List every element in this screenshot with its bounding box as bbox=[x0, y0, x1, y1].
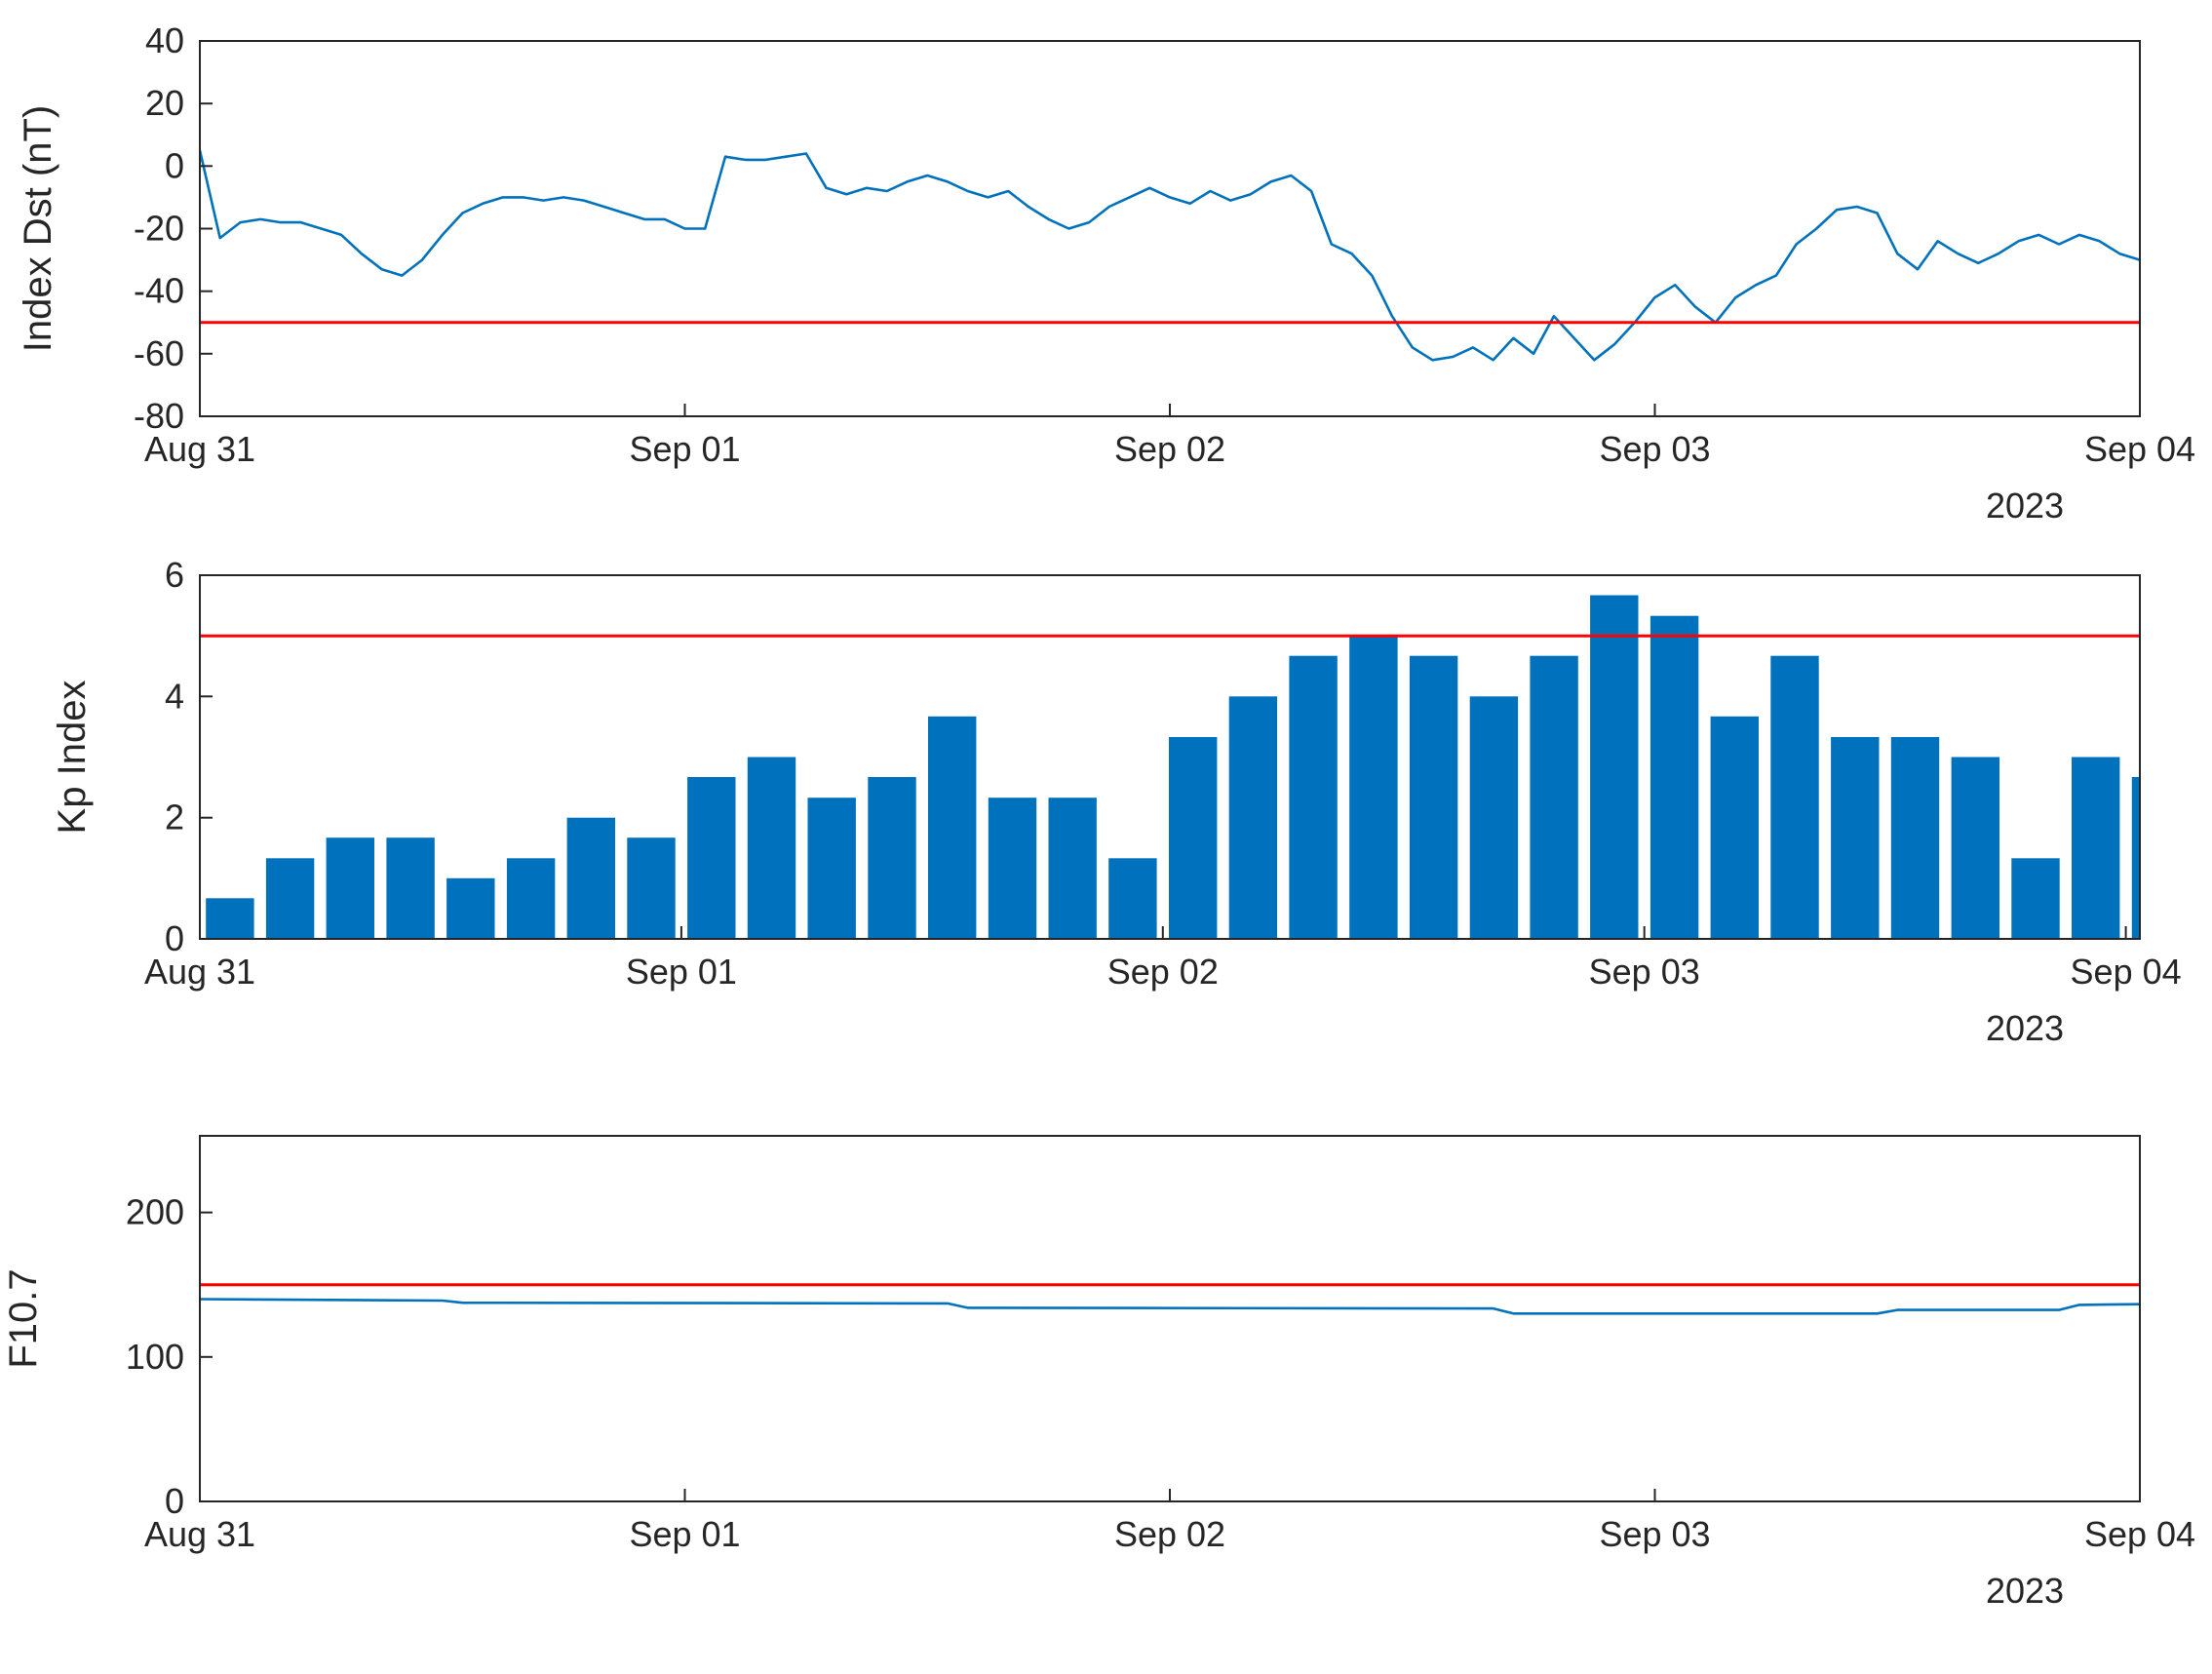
kp-bar bbox=[1831, 737, 1880, 939]
kp-bar bbox=[868, 777, 916, 939]
kp-bar bbox=[206, 898, 254, 939]
y-tick-label: 2 bbox=[165, 798, 184, 837]
y-tick-label: 4 bbox=[165, 676, 184, 716]
x-tick-label: Sep 02 bbox=[1114, 429, 1225, 469]
x-tick-label: Aug 31 bbox=[144, 952, 255, 992]
x-tick-label: Sep 01 bbox=[626, 952, 737, 992]
x-tick-label: Sep 01 bbox=[629, 429, 740, 469]
kp-index-ylabel: Kp Index bbox=[51, 681, 94, 835]
y-tick-label: 100 bbox=[126, 1337, 184, 1377]
kp-bar bbox=[265, 858, 315, 939]
y-tick-label: -20 bbox=[134, 209, 184, 249]
y-tick-label: 0 bbox=[165, 918, 184, 958]
x-tick-label: Sep 02 bbox=[1107, 952, 1219, 992]
kp-bar bbox=[1649, 615, 1699, 939]
y-tick-label: 200 bbox=[126, 1192, 184, 1232]
y-tick-label: -60 bbox=[134, 333, 184, 373]
x-tick-label: Sep 04 bbox=[2071, 952, 2182, 992]
x-axis-year-label: 2023 bbox=[1986, 486, 2064, 526]
kp-bar bbox=[1228, 696, 1278, 939]
kp-bar bbox=[1409, 655, 1458, 939]
kp-bar bbox=[2011, 858, 2060, 939]
kp-bar bbox=[1710, 716, 1759, 939]
x-axis-year-label: 2023 bbox=[1986, 1008, 2064, 1048]
kp-bar bbox=[1108, 858, 1157, 939]
kp-bar bbox=[2131, 777, 2140, 939]
kp-bar bbox=[2072, 757, 2120, 939]
axes-box bbox=[199, 1135, 2141, 1502]
y-tick-label: -40 bbox=[134, 271, 184, 311]
x-tick-label: Aug 31 bbox=[144, 429, 255, 469]
x-tick-label: Sep 01 bbox=[629, 1514, 740, 1554]
kp-bar bbox=[1890, 737, 1940, 939]
kp-bar bbox=[627, 837, 676, 939]
f107-ylabel: F10.7 bbox=[2, 1268, 45, 1368]
kp-bar bbox=[1770, 655, 1819, 939]
kp-index-bars bbox=[206, 595, 2140, 939]
kp-bar bbox=[506, 858, 556, 939]
axes-box bbox=[199, 40, 2141, 417]
dst-index-subplot: -80 -60 -40 -20 0 20 40 Aug 31 Sep 01 Sep 02 Sep 0… bbox=[17, 20, 2195, 526]
x-tick-label: Sep 04 bbox=[2084, 1514, 2195, 1554]
kp-bar bbox=[687, 777, 736, 939]
kp-bar bbox=[446, 877, 495, 939]
y-tick-label: -80 bbox=[134, 396, 184, 436]
y-tick-label: 0 bbox=[165, 1481, 184, 1521]
kp-bar bbox=[988, 798, 1037, 939]
x-tick-label: Sep 04 bbox=[2084, 429, 2195, 469]
f107-subplot: 0 100 200 Aug 31 Sep 01 Sep 02 Sep 03 Sep 04 202… bbox=[2, 1135, 2195, 1611]
kp-bar bbox=[1349, 636, 1398, 939]
y-tick-label: 20 bbox=[145, 83, 184, 123]
x-tick-label: Aug 31 bbox=[144, 1514, 255, 1554]
x-tick-label: Sep 03 bbox=[1589, 952, 1700, 992]
kp-bar bbox=[928, 716, 977, 939]
x-tick-label: Sep 02 bbox=[1114, 1514, 1225, 1554]
x-tick-label: Sep 03 bbox=[1599, 1514, 1710, 1554]
kp-bar bbox=[1951, 757, 1999, 939]
kp-bar bbox=[1590, 595, 1639, 939]
kp-bar bbox=[566, 817, 615, 939]
x-tick-label: Sep 03 bbox=[1599, 429, 1710, 469]
kp-bar bbox=[326, 837, 374, 939]
y-tick-label: 40 bbox=[145, 20, 184, 60]
kp-bar bbox=[1289, 655, 1338, 939]
axes-box bbox=[199, 574, 2141, 940]
kp-bar bbox=[1469, 696, 1519, 939]
y-tick-label: 0 bbox=[165, 145, 184, 185]
x-axis-year-label: 2023 bbox=[1986, 1571, 2064, 1611]
kp-bar bbox=[807, 798, 856, 939]
dst-index-series-line bbox=[200, 150, 2140, 362]
kp-bar bbox=[386, 837, 435, 939]
kp-bar bbox=[1169, 737, 1218, 939]
kp-bar bbox=[1530, 655, 1578, 939]
y-tick-label: 6 bbox=[165, 555, 184, 595]
kp-bar bbox=[1048, 798, 1097, 939]
kp-bar bbox=[747, 757, 796, 939]
f107-series-line bbox=[200, 1298, 2140, 1315]
dst-index-ylabel: Index Dst (nT) bbox=[17, 105, 59, 352]
